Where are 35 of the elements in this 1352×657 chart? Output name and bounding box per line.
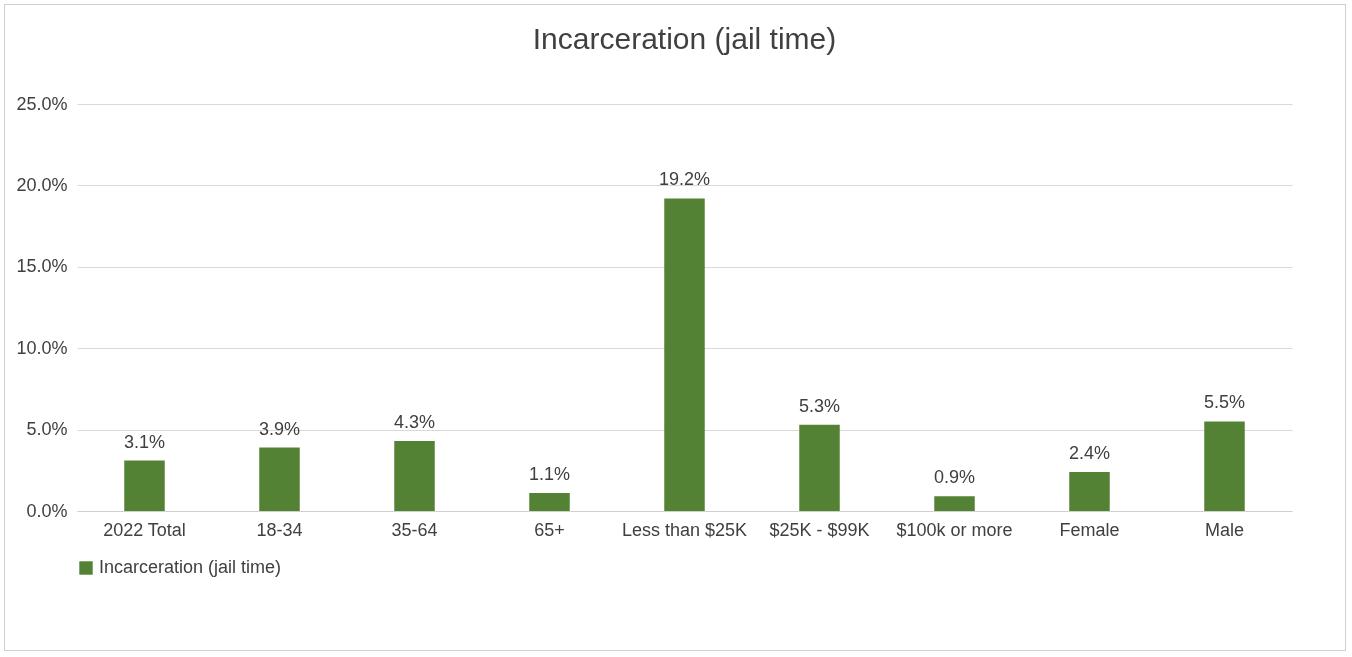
y-tick-label: 10.0% <box>16 337 68 358</box>
y-tick-label: 5.0% <box>26 419 68 440</box>
data-label: 3.9% <box>258 418 301 439</box>
x-tick-label: 18-34 <box>256 519 303 540</box>
data-label: 5.5% <box>1203 392 1246 413</box>
x-tick-label: Less than $25K <box>621 519 748 540</box>
x-tick-label: $25K - $99K <box>769 519 870 540</box>
data-label: 3.1% <box>123 431 166 452</box>
y-tick-label: 15.0% <box>16 256 68 277</box>
chart-title: Incarceration (jail time) <box>532 22 837 55</box>
data-label: 1.1% <box>528 464 571 485</box>
bar <box>124 460 165 511</box>
bar <box>1069 471 1110 511</box>
bar <box>934 496 975 511</box>
legend-label: Incarceration (jail time) <box>99 557 282 577</box>
data-label: 19.2% <box>658 169 711 190</box>
x-tick-label: 65+ <box>534 519 565 540</box>
data-label: 2.4% <box>1068 442 1111 463</box>
data-label: 0.9% <box>933 467 976 488</box>
y-tick-label: 25.0% <box>16 93 68 114</box>
bar <box>664 198 705 511</box>
x-tick-label: $100k or more <box>896 519 1013 540</box>
x-tick-label: Male <box>1204 519 1245 540</box>
x-tick-label: 35-64 <box>391 519 438 540</box>
bar <box>529 493 570 511</box>
y-tick-label: 0.0% <box>26 500 68 521</box>
bar <box>259 447 300 511</box>
data-label: 5.3% <box>798 395 841 416</box>
bar <box>394 441 435 511</box>
x-tick-label: Female <box>1059 519 1120 540</box>
x-tick-label: 2022 Total <box>103 519 186 540</box>
y-tick-label: 20.0% <box>16 174 68 195</box>
bar <box>1204 421 1245 511</box>
bar <box>799 424 840 511</box>
data-label: 4.3% <box>393 412 436 432</box>
